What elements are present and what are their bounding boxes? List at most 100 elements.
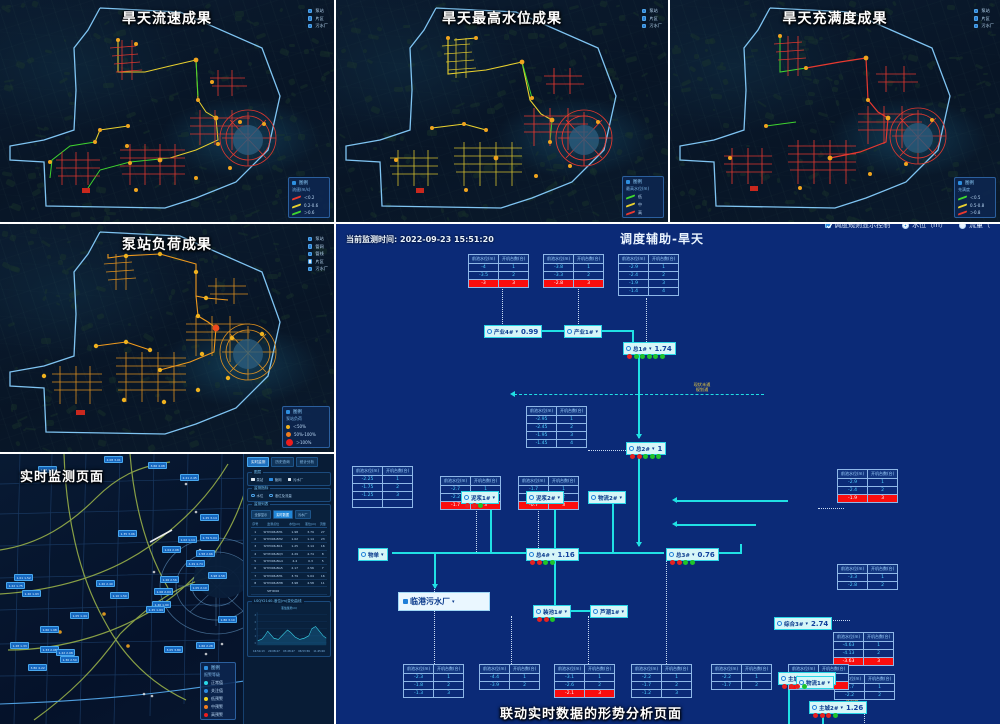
checkbox-icon[interactable] [973, 16, 979, 21]
map-value-chip[interactable]: 1.01 1.52 [14, 574, 34, 581]
layer-option[interactable]: 管网 [269, 477, 282, 482]
caret-down-icon[interactable]: ▾ [381, 551, 384, 558]
checkbox-icon[interactable] [307, 23, 313, 29]
diagram-node-lh1[interactable]: 芦潮1# ▾ [590, 605, 628, 618]
caret-down-icon[interactable]: ▾ [551, 551, 555, 558]
caret-down-icon[interactable]: ▾ [691, 551, 695, 558]
table-row[interactable]: 1 SHYD06-BH1 1.98 3.79 27 [251, 527, 327, 536]
layer-toggle-row[interactable]: 管线 [307, 251, 328, 257]
radio-icon[interactable] [959, 224, 966, 229]
caret-down-icon[interactable]: ▾ [805, 620, 808, 627]
map-value-chip[interactable]: 1.22 1.75 [6, 582, 26, 589]
map-value-chip[interactable]: 1.05 1.44 [70, 612, 90, 619]
rule-table[interactable]: 前池水位(m) 开机台数(台) -2.9 1 -2.4 2 -1.9 3 [836, 469, 899, 503]
checkbox-icon[interactable] [269, 477, 273, 482]
filter-realtime-button[interactable]: 实时数据 [272, 510, 293, 520]
layer-toggle-row[interactable]: 泵站 [307, 236, 328, 242]
radio-icon[interactable] [251, 493, 255, 498]
map-value-chip[interactable]: 1.40 1.93 [22, 590, 42, 597]
rule-table[interactable]: 前池水位(m) 开机台数(台) -4.4 1 -3.9 2 [478, 664, 541, 690]
layer-toggle-row[interactable]: 污水厂 [307, 23, 328, 29]
layer-toggle-row[interactable]: 管网 [307, 244, 328, 250]
filter-plant-button[interactable]: 污水厂 [294, 510, 312, 520]
layer-toggle-row[interactable]: 污水厂 [973, 23, 994, 29]
map-value-chip[interactable]: 1.28 1.33 [10, 642, 30, 649]
diagram-node-nl2[interactable]: 泥浆2# ▾ [526, 491, 564, 504]
layer-toggle-row[interactable]: 片区 [307, 259, 328, 265]
monitor-list-box[interactable]: 监测列表 全部显示 实时数据 污水厂 序号 监测点位 水位(m) 液位(m) 流… [247, 502, 331, 597]
map-value-chip[interactable]: 3.98 4.58 [208, 572, 228, 579]
map-value-chip[interactable]: 1.02 1.14 [178, 536, 198, 543]
map-value-chip[interactable]: 2.08 3.01 [104, 456, 124, 463]
panel-pump-load[interactable]: 泵站负荷成果 泵站 管网 管线 片区 污水厂 图例 泵站负荷 [0, 224, 334, 452]
layer-toggles[interactable]: 泵站 管网 管线 片区 污水厂 [307, 236, 328, 274]
map-value-chip[interactable]: 1.45 1.94 [146, 606, 166, 613]
caret-down-icon[interactable]: ▾ [557, 494, 560, 501]
control-water-level[interactable]: 水位（m） [902, 224, 947, 230]
checkbox-icon[interactable] [641, 8, 647, 14]
table-row[interactable]: 5 SHYD06-BG4 4.4 0.3 5 [251, 557, 327, 566]
control-rule-display[interactable]: 调度规则显示控制 [825, 224, 890, 230]
map-value-chip[interactable]: 1.20 2.40 [96, 580, 116, 587]
checkbox-icon[interactable] [307, 259, 313, 264]
diagram-controls[interactable]: 调度规则显示控制 水位（m） 流量（ [825, 224, 990, 230]
metric-box[interactable]: 监测指标 水位 液位及流量 [247, 486, 331, 502]
table-row[interactable]: 2 SHYD06-BH2 1.02 1.14 23 [251, 535, 327, 544]
metric-option[interactable]: 水位 [251, 493, 263, 498]
caret-down-icon[interactable]: ▾ [840, 704, 843, 711]
rule-table[interactable]: 前池水位(m) 开机台数(台) -2.3 1 -1.8 2 -1.3 3 [402, 664, 465, 698]
tab-realtime[interactable]: 实时监测 [247, 457, 270, 467]
map-value-chip[interactable]: 1.04 2.08 [162, 546, 182, 553]
map-value-chip[interactable]: 1.26 2.56 [160, 576, 180, 583]
table-row[interactable]: SHYD06 [251, 586, 327, 595]
checkbox-icon[interactable] [307, 8, 313, 14]
layer-toggle-row[interactable]: 污水厂 [307, 266, 328, 272]
rule-table[interactable]: 前池水位(m) 开机台数(台) -2.2 1 -1.7 2 -1.2 3 [630, 664, 693, 698]
layer-toggle-row[interactable]: 泵站 [973, 8, 994, 14]
caret-down-icon[interactable]: ▾ [648, 345, 652, 352]
layer-toggle-row[interactable]: 污水厂 [641, 23, 662, 29]
monitor-table[interactable]: 序号 监测点位 水位(m) 液位(m) 流量 1 SHYD06-BH1 1.98 3.… [251, 521, 327, 595]
caret-down-icon[interactable]: ▾ [827, 679, 830, 686]
checkbox-icon[interactable] [825, 224, 832, 228]
checkbox-icon[interactable] [641, 23, 647, 29]
rule-table[interactable]: 前池水位(m) 开机台数(台) -3.1 1 -2.6 2 -2.1 3 [553, 664, 616, 698]
rule-table[interactable]: 前池水位(m) 开机台数(台) -3.3 1 -2.8 2 [836, 564, 899, 590]
tab-statistics[interactable]: 统计分析 [295, 457, 319, 467]
scheduling-diagram-panel[interactable]: 当前监测时间: 2022-09-23 15:51:20 调度辅助-旱天 调度规则… [336, 224, 1000, 724]
diagram-node-cy4[interactable]: 产业4# ▾ 0.99 [484, 325, 543, 338]
diagram-node-cy1[interactable]: 产业1# ▾ [564, 325, 602, 338]
panel-dry-velocity[interactable]: 旱天流速成果 泵站 片区 污水厂 图例 流速(m/s) ＜0.2 0. [0, 0, 334, 222]
diagram-node-wl0[interactable]: 物单 ▾ [358, 548, 388, 561]
rule-table[interactable]: 前池水位(m) 开机台数(台) -3.8 1 -3.3 2 -2.8 3 [542, 254, 605, 288]
layer-toggles[interactable]: 泵站 片区 污水厂 [973, 8, 994, 31]
map-value-chip[interactable]: 3.80 4.22 [28, 664, 48, 671]
map-value-chip[interactable]: 1.60 1.98 [40, 626, 60, 633]
rule-table[interactable]: 前池水位(m) 开机台数(台) -2.9 1 -2.4 2 -1.9 3 -1.4 4 [617, 254, 680, 296]
caret-down-icon[interactable]: ▾ [492, 494, 495, 501]
checkbox-icon[interactable] [307, 244, 313, 249]
diagram-node-zh3[interactable]: 综合3# ▾ 2.74 [774, 617, 833, 630]
map-value-chip[interactable]: 4.29 4.74 [186, 560, 206, 567]
checkbox-icon[interactable] [973, 23, 979, 29]
diagram-node-wl2[interactable]: 物流2# ▾ [588, 491, 626, 504]
layer-option[interactable]: 污水厂 [287, 477, 303, 482]
caret-down-icon[interactable]: ▾ [595, 328, 598, 335]
map-value-chip[interactable]: 1.35 3.06 [118, 530, 138, 537]
checkbox-icon[interactable] [307, 16, 313, 21]
caret-down-icon[interactable]: ▾ [621, 608, 624, 615]
table-row[interactable]: 6 SHYD06-BG5 2.17 2.56 7 [251, 564, 327, 573]
rule-table[interactable]: 前池水位(m)开机台数(台)-2.71-2.22-1.73 [439, 476, 502, 510]
panel-realtime-monitoring[interactable]: 1.98 3.79 1.35 3.06 1.02 1.14 1.04 2.08 … [0, 454, 334, 724]
map-value-chip[interactable]: 3.66 4.08 [148, 462, 168, 469]
map-value-chip[interactable]: 1.06 2.04 [154, 588, 174, 595]
layer-toggles[interactable]: 泵站 片区 污水厂 [307, 8, 328, 31]
checkbox-icon[interactable] [251, 477, 255, 482]
rule-table[interactable]: 前池水位(m) 开机台数(台) -2.7 1 -2.2 2 [833, 674, 896, 700]
layer-toggle-row[interactable]: 片区 [641, 16, 662, 22]
realtime-side-panel[interactable]: 实时监测 历史查询 统计分析 图层 泵站 管网 污水厂 [243, 454, 334, 724]
tab-history[interactable]: 历史查询 [271, 457, 294, 467]
checkbox-icon[interactable] [307, 251, 313, 257]
rule-table[interactable]: 前池水位(m) 开机台数(台) -4.63 1 -4.13 2 -3.63 3 [832, 632, 895, 666]
map-value-chip[interactable]: 1.98 3.79 [38, 466, 58, 473]
